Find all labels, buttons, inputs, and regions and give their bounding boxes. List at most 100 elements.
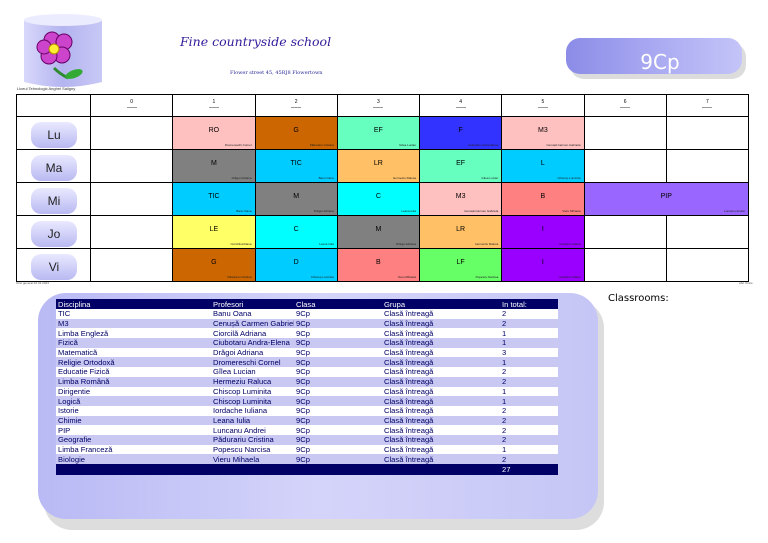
lesson-cell[interactable]: LR Hermeziu Raluca [418,215,503,249]
lesson-cell[interactable]: M Drăgoi Adriana [336,215,421,249]
summary-header-row: Disciplina Profesori Clasa Grupa In total: [56,299,558,309]
lesson-teacher: Gîlea Lucian [399,143,416,147]
lesson-cell[interactable]: M Drăgoi Adriana [254,182,338,216]
summary-cell: Clasă întreagă [382,396,500,406]
lesson-subject: LR [456,226,466,233]
corner-cell [16,94,91,117]
empty-cell [665,116,750,150]
period-number: 3 [376,99,380,105]
day-label: Jo [31,221,77,247]
period-header: 5 [501,94,585,117]
lesson-cell[interactable]: M3 Cenușă Carmen Gabriela [418,182,503,216]
class-badge [566,38,748,80]
lesson-cell[interactable]: PIP Luncanu Andrei [583,182,749,216]
day-cell: Lu [16,116,91,150]
empty-cell [665,248,750,282]
summary-cell: 2 [500,405,558,416]
lesson-cell[interactable]: D Chiscop Luminita [254,248,338,282]
lesson-subject: EF [456,160,466,167]
day-cell: Jo [16,215,91,249]
lesson-subject: M3 [538,127,548,134]
lesson-cell[interactable]: LF Popescu Narcisa [418,248,503,282]
lesson-teacher: Popescu Narcisa [475,275,499,279]
empty-cell [583,116,667,150]
lesson-teacher: Chiscop Luminita [310,275,334,279]
lesson-cell[interactable]: I Iordache Iuliana [501,215,585,249]
summary-cell: 2 [500,318,558,329]
summary-row: Biologie Vieru Mihaela 9Cp Clasă întreagă 2 [56,454,558,464]
summary-cell: 9Cp [294,357,382,368]
lesson-cell[interactable]: C Leana Iulia [254,215,338,249]
lesson-teacher: Drăgoi Adriana [396,242,416,246]
summary-cell: 9Cp [294,405,382,416]
lesson-cell[interactable]: TIC Banu Oana [172,182,256,216]
summary-cell: Luncanu Andrei [211,425,294,435]
summary-total-blank [211,464,294,475]
lesson-subject: M [293,193,300,200]
lesson-teacher: Pădurariu Cristina [309,143,334,147]
lesson-cell[interactable]: RO Dromereschi Cornel [172,116,256,150]
timetable-grid: 0 1 2 3 4 5 6 7 Lu RO Dromereschi Cornel G Pădurari… [16,94,750,282]
lesson-cell[interactable]: LR Hermeziu Raluca [336,149,421,183]
lesson-cell[interactable]: C Leana Iulia [336,182,421,216]
period-number: 4 [459,99,463,105]
lesson-cell[interactable]: B Vieru Mihaela [336,248,421,282]
summary-cell: Clasă întreagă [382,454,500,464]
summary-cell: TIC [56,309,211,319]
lesson-teacher: Drăgoi Adriana [231,176,252,180]
summary-cell: Iordache Iuliana [211,405,294,416]
lesson-teacher: Gîlea Lucian [481,176,499,180]
summary-cell: 9Cp [294,347,382,358]
lesson-cell[interactable]: TIC Banu Oana [254,149,338,183]
summary-cell: 9Cp [294,396,382,406]
lesson-cell[interactable]: G Pădurariu Cristina [172,248,256,282]
period-number: 5 [541,99,545,105]
lesson-cell[interactable]: B Vieru Mihaela [501,182,585,216]
period-header: 4 [418,94,503,117]
lesson-cell[interactable]: M3 Cenușă Carmen Gabriela [501,116,585,150]
lesson-subject: G [211,259,217,266]
summary-cell: 3 [500,347,558,358]
flower-logo-icon [24,14,102,87]
lesson-subject: LF [456,259,465,266]
day-label: Mi [31,188,77,214]
lesson-cell[interactable]: F Ciubotaru Andra-Elena [418,116,503,150]
summary-cell: Dromereschi Cornel [211,357,294,368]
lesson-cell[interactable]: M Drăgoi Adriana [172,149,256,183]
summary-cell: Educatie Fizică [56,367,211,377]
summary-cell: 9Cp [294,318,382,329]
lesson-cell[interactable]: G Pădurariu Cristina [254,116,338,150]
summary-row: Educatie Fizică Gîlea Lucian 9Cp Clasă într… [56,367,558,377]
summary-cell: 9Cp [294,376,382,387]
period-header: 6 [583,94,667,117]
summary-cell: 2 [500,415,558,426]
lesson-cell[interactable]: L Chiscop Luminita [501,149,585,183]
summary-cell: 2 [500,309,558,319]
lesson-cell[interactable]: I Iordache Iuliana [501,248,585,282]
empty-cell [665,215,750,249]
lesson-cell[interactable]: EF Gîlea Lucian [336,116,421,150]
lesson-cell[interactable]: EF Gîlea Lucian [418,149,503,183]
generated-footer: Orar generat:16.01.2024 [16,281,49,285]
summary-cell: 2 [500,376,558,387]
period-number: 6 [623,99,627,105]
school-address: Flower street 45, 45RJ8 Flowertown [230,70,323,76]
summary-cell: 9Cp [294,338,382,348]
summary-cell: Limba Română [56,376,211,387]
summary-cell: Clasă întreagă [382,415,500,426]
summary-cell: 9Cp [294,434,382,445]
empty-cell [583,215,667,249]
summary-cell: Gîlea Lucian [211,367,294,377]
lesson-subject: D [293,259,299,266]
summary-column-header: In total: [500,299,558,309]
lesson-cell[interactable]: LE Ciorcilă Adriana [172,215,256,249]
summary-cell: Cenușă Carmen Gabriela [211,318,294,329]
summary-cell: Chiscop Luminita [211,386,294,397]
summary-cell: Chimie [56,415,211,426]
summary-cell: 1 [500,357,558,368]
empty-cell [583,149,667,183]
summary-cell: Hermeziu Raluca [211,376,294,387]
timetable: 0 1 2 3 4 5 6 7 Lu RO Dromereschi Cornel G Pădurari… [16,94,750,282]
summary-row: Limba Română Hermeziu Raluca 9Cp Clasă într… [56,376,558,387]
lesson-teacher: Leana Iulia [401,209,416,213]
